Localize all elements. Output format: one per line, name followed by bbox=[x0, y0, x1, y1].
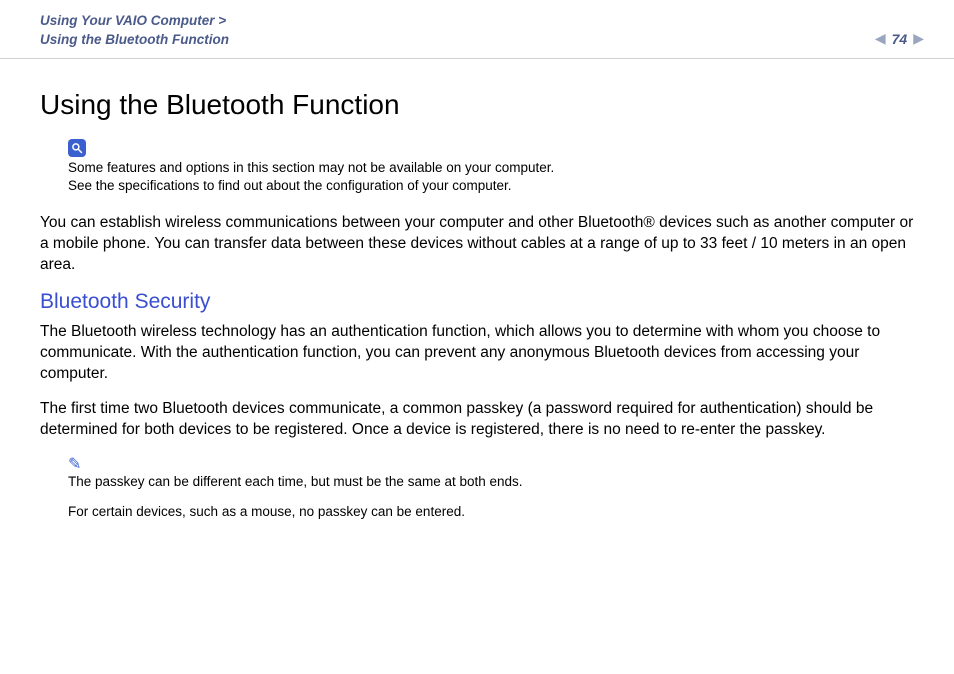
breadcrumb: Using Your VAIO Computer > Using the Blu… bbox=[40, 12, 229, 50]
info-text-line-1: Some features and options in this sectio… bbox=[68, 159, 914, 177]
page-number: 74 bbox=[892, 31, 908, 47]
page-navigator: ◀ 74 ▶ bbox=[875, 12, 924, 47]
section-heading: Bluetooth Security bbox=[40, 290, 914, 314]
page-content: Using the Bluetooth Function Some featur… bbox=[0, 59, 954, 553]
page-title: Using the Bluetooth Function bbox=[40, 89, 914, 121]
page-header: Using Your VAIO Computer > Using the Blu… bbox=[0, 0, 954, 59]
security-paragraph-1: The Bluetooth wireless technology has an… bbox=[40, 322, 914, 385]
note-callout: ✎ The passkey can be different each time… bbox=[68, 457, 914, 521]
breadcrumb-line-2: Using the Bluetooth Function bbox=[40, 31, 229, 50]
info-text-line-2: See the specifications to find out about… bbox=[68, 177, 914, 195]
prev-page-arrow-icon[interactable]: ◀ bbox=[875, 30, 886, 47]
breadcrumb-line-1: Using Your VAIO Computer > bbox=[40, 12, 229, 31]
note-line-2: For certain devices, such as a mouse, no… bbox=[68, 503, 914, 521]
next-page-arrow-icon[interactable]: ▶ bbox=[913, 30, 924, 47]
intro-paragraph: You can establish wireless communication… bbox=[40, 213, 914, 276]
magnifier-icon bbox=[68, 139, 86, 157]
pencil-icon: ✎ bbox=[68, 457, 914, 473]
note-line-1: The passkey can be different each time, … bbox=[68, 473, 914, 491]
info-callout: Some features and options in this sectio… bbox=[68, 139, 914, 195]
security-paragraph-2: The first time two Bluetooth devices com… bbox=[40, 399, 914, 441]
